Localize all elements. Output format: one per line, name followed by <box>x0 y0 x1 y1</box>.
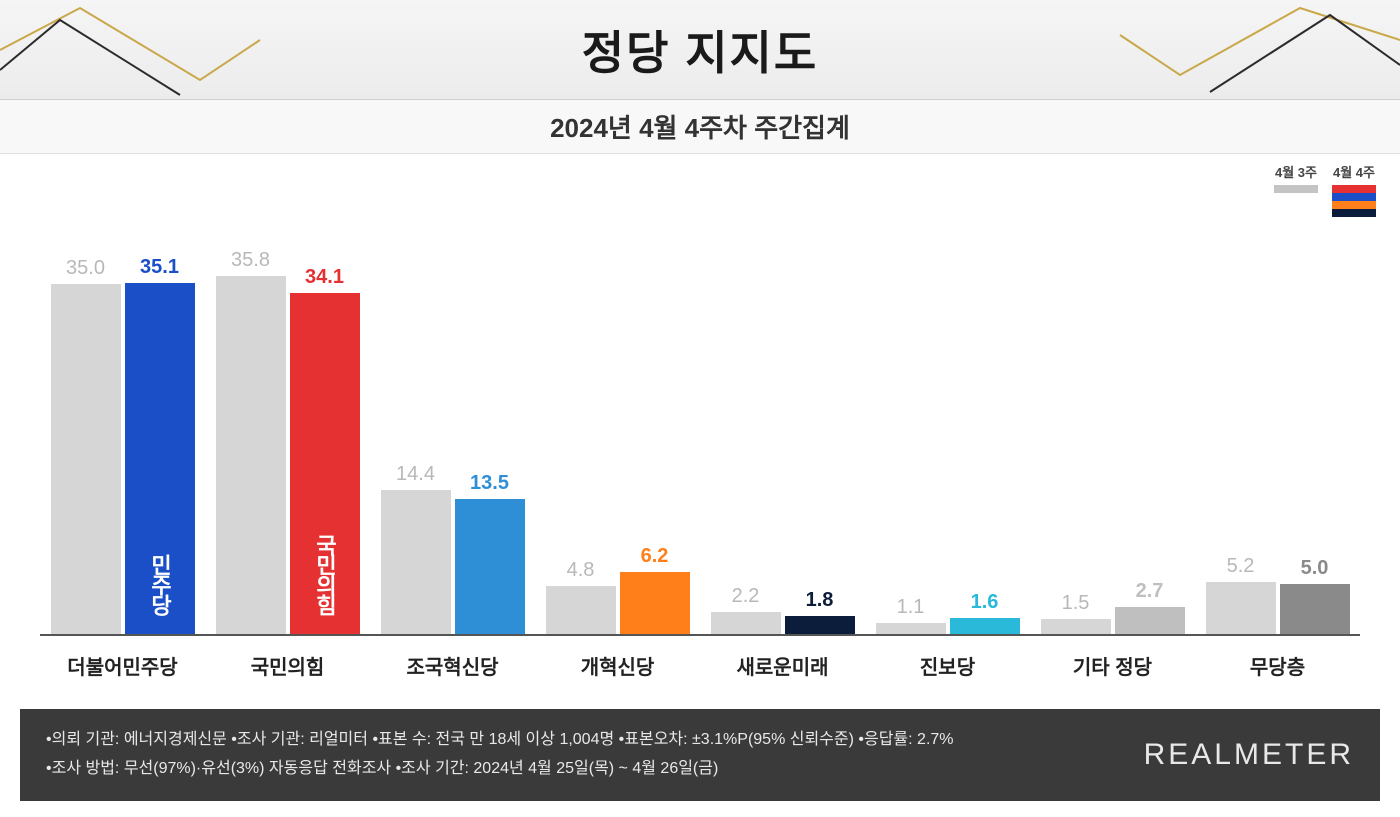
footer-line2: •조사 방법: 무선(97%)·유선(3%) 자동응답 전화조사 •조사 기간:… <box>46 755 954 784</box>
bar-group: 2.2 1.8 <box>700 585 865 634</box>
axis-label: 새로운미래 <box>700 651 865 680</box>
bar-curr <box>1280 584 1350 634</box>
bar-prev-wrap: 4.8 <box>546 559 616 634</box>
bar-prev-wrap: 14.4 <box>381 463 451 634</box>
bar-curr-wrap: 1.6 <box>950 591 1020 634</box>
bar-curr-wrap: 5.0 <box>1280 557 1350 634</box>
footer-text: •의뢰 기관: 에너지경제신문 •조사 기관: 리얼미터 •표본 수: 전국 만… <box>46 726 954 784</box>
bar-prev <box>1206 582 1276 634</box>
bar-curr-wrap: 35.1 민주당 <box>125 256 195 634</box>
bar-prev <box>381 490 451 634</box>
bar-curr-wrap: 6.2 <box>620 545 690 634</box>
bar-group: 1.5 2.7 <box>1030 580 1195 634</box>
bar-curr <box>455 499 525 634</box>
bar-prev-wrap: 5.2 <box>1206 555 1276 634</box>
bar-curr-value: 1.6 <box>971 591 999 614</box>
legend-curr-swatch <box>1332 193 1376 201</box>
axis-label: 더불어민주당 <box>40 651 205 680</box>
bar-curr <box>620 572 690 634</box>
bar-curr-wrap: 1.8 <box>785 589 855 634</box>
bar-prev <box>546 586 616 634</box>
footer: •의뢰 기관: 에너지경제신문 •조사 기관: 리얼미터 •표본 수: 전국 만… <box>20 709 1380 801</box>
axis-label: 개혁신당 <box>535 651 700 680</box>
bar-container: 35.0 35.1 민주당 35.8 34.1 국민의힘 14.4 13.5 4.8 6.2 2.2… <box>40 206 1360 636</box>
axis-labels: 더불어민주당국민의힘조국혁신당개혁신당새로운미래진보당기타 정당무당층 <box>40 651 1360 680</box>
bar-curr-value: 34.1 <box>305 266 344 289</box>
bar-prev-value: 35.0 <box>66 257 105 280</box>
bar-curr-wrap: 34.1 국민의힘 <box>290 266 360 634</box>
bar-curr-value: 5.0 <box>1301 557 1329 580</box>
bar-curr <box>785 616 855 634</box>
bar-group: 35.8 34.1 국민의힘 <box>205 249 370 634</box>
bar-prev <box>1041 619 1111 634</box>
bar-group: 1.1 1.6 <box>865 591 1030 634</box>
bar-curr <box>1115 607 1185 634</box>
legend-curr-swatch <box>1332 185 1376 193</box>
axis-label: 진보당 <box>865 651 1030 680</box>
bar-prev-value: 4.8 <box>567 559 595 582</box>
bar-curr: 국민의힘 <box>290 293 360 634</box>
bar-curr-value: 1.8 <box>806 589 834 612</box>
footer-line1: •의뢰 기관: 에너지경제신문 •조사 기관: 리얼미터 •표본 수: 전국 만… <box>46 726 954 755</box>
bar-prev-value: 35.8 <box>231 249 270 272</box>
subtitle-band: 2024년 4월 4주차 주간집계 <box>0 100 1400 154</box>
bar-curr <box>950 618 1020 634</box>
bar-group: 4.8 6.2 <box>535 545 700 634</box>
bar-curr-wrap: 2.7 <box>1115 580 1185 634</box>
bar-prev-wrap: 2.2 <box>711 585 781 634</box>
bar-prev-wrap: 35.0 <box>51 257 121 634</box>
bar-prev-value: 1.1 <box>897 596 925 619</box>
footer-logo: REALMETER <box>1144 738 1354 772</box>
legend-prev: 4월 3주 <box>1274 162 1318 193</box>
bar-prev-wrap: 1.1 <box>876 596 946 634</box>
bar-curr-value: 35.1 <box>140 256 179 279</box>
axis-label: 조국혁신당 <box>370 651 535 680</box>
bar-prev-value: 2.2 <box>732 585 760 608</box>
bar-curr-wrap: 13.5 <box>455 472 525 634</box>
bar-logo: 민주당 <box>144 554 176 614</box>
axis-label: 국민의힘 <box>205 651 370 680</box>
header: 정당 지지도 <box>0 0 1400 100</box>
bar-prev-value: 1.5 <box>1062 592 1090 615</box>
bar-prev-wrap: 1.5 <box>1041 592 1111 634</box>
bar-logo: 국민의힘 <box>309 534 341 614</box>
legend-prev-label: 4월 3주 <box>1275 162 1317 181</box>
bar-prev <box>51 284 121 634</box>
bar-group: 35.0 35.1 민주당 <box>40 256 205 634</box>
bar-prev-value: 14.4 <box>396 463 435 486</box>
axis-label: 무당층 <box>1195 651 1360 680</box>
legend-curr-label: 4월 4주 <box>1333 162 1375 181</box>
bar-curr-value: 13.5 <box>470 472 509 495</box>
bar-curr-value: 2.7 <box>1136 580 1164 603</box>
bar-prev <box>216 276 286 634</box>
bar-prev-wrap: 35.8 <box>216 249 286 634</box>
bar-curr-value: 6.2 <box>641 545 669 568</box>
bar-group: 14.4 13.5 <box>370 463 535 634</box>
bar-group: 5.2 5.0 <box>1195 555 1360 634</box>
bar-prev-value: 5.2 <box>1227 555 1255 578</box>
chart-area: 4월 3주 4월 4주 35.035.1민주당35.834.1국민의힘14.41… <box>0 154 1400 692</box>
axis-label: 기타 정당 <box>1030 651 1195 680</box>
bar-curr: 민주당 <box>125 283 195 634</box>
legend-prev-swatch <box>1274 185 1318 193</box>
bar-prev <box>711 612 781 634</box>
bar-prev <box>876 623 946 634</box>
chart-title: 정당 지지도 <box>582 17 818 83</box>
chart-subtitle: 2024년 4월 4주차 주간집계 <box>550 108 850 145</box>
